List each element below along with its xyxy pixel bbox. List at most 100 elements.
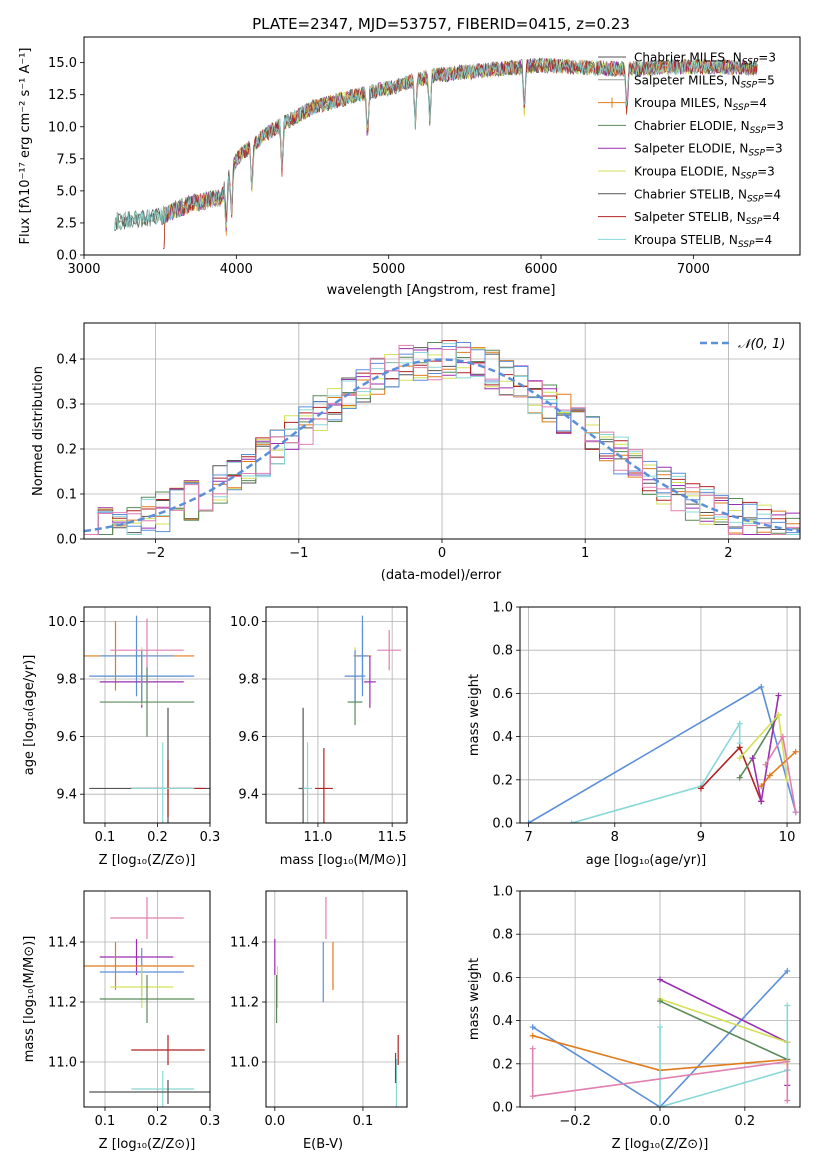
residuals-ylabel: Normed distribution xyxy=(31,366,46,496)
legend-sub: SSP xyxy=(733,103,750,113)
mass-vs-ebv-xlabel: E(B-V) xyxy=(303,1137,343,1152)
residuals-xlabel: (data-model)/error xyxy=(381,568,502,583)
plot-clip xyxy=(114,56,758,249)
weight-marker xyxy=(758,783,765,790)
weight-marker xyxy=(529,1045,536,1052)
x-tick-label: 7 xyxy=(524,830,532,845)
x-tick-label: 0.2 xyxy=(147,830,168,845)
y-tick-label: 11.2 xyxy=(48,996,77,1011)
x-tick-label: 0.0 xyxy=(264,1114,285,1129)
weight-line-7 xyxy=(531,1048,789,1101)
weight-marker xyxy=(525,820,532,823)
y-tick-label: 0.0 xyxy=(492,817,513,832)
weight-marker xyxy=(758,798,765,805)
spectrum-line-7 xyxy=(114,58,758,231)
weight-line-1 xyxy=(528,685,797,823)
mass-vs-Z-plot: 0.1 0.2 0.3 11.0 11.2 11.4 xyxy=(48,890,220,1129)
weight-vs-age-plot: 7 8 9 10 0.0 0.2 0.4 0.6 0.8 1.0 xyxy=(492,601,801,845)
mass-vs-Z-ylabel: mass [log₁₀(M/M⊙)] xyxy=(22,936,37,1063)
x-tick-label: 7000 xyxy=(677,262,710,277)
legend-sub: SSP xyxy=(748,149,765,159)
spectrum-ylabel: Flux [fλ10⁻¹⁷ erg cm⁻² s⁻¹ A⁻¹] xyxy=(18,48,33,245)
y-tick-label: 11.4 xyxy=(48,936,77,951)
legend-n: =4 xyxy=(762,210,780,224)
age-vs-mass-plot: 11.0 11.5 9.4 9.6 9.8 10.0 xyxy=(230,606,408,845)
axes-frame xyxy=(83,322,801,540)
weight-marker xyxy=(657,998,663,1005)
weight-marker xyxy=(775,712,782,718)
age-vs-mass-xlabel: mass [log₁₀(M/M⊙)] xyxy=(280,853,407,868)
weight-marker xyxy=(792,809,799,816)
age-vs-Z-xlabel: Z [log₁₀(Z/Z⊙)] xyxy=(99,853,196,868)
weight-marker xyxy=(784,967,791,974)
y-tick-label: 0.6 xyxy=(492,971,513,986)
legend-sub: SSP xyxy=(741,80,758,90)
weight-marker xyxy=(758,683,765,690)
weight-marker xyxy=(784,776,791,783)
legend-label-7: Chabrier STELIB, NSSP=4 xyxy=(634,187,781,204)
gauss-legend-label: 𝒩(0, 1) xyxy=(738,337,785,352)
y-tick-label: 0.8 xyxy=(492,644,513,659)
x-tick-label: −2 xyxy=(146,546,165,561)
x-tick-label: 0.0 xyxy=(650,1114,671,1129)
x-tick-label: 1 xyxy=(581,546,589,561)
y-tick-label: 15.0 xyxy=(48,56,77,71)
legend-sub: SSP xyxy=(742,58,759,68)
x-tick-label: 4000 xyxy=(220,262,253,277)
legend-label-6: Kroupa ELODIE, NSSP=3 xyxy=(634,165,775,182)
plot-clip xyxy=(84,897,210,1107)
y-tick-label: 11.0 xyxy=(230,1056,259,1071)
weight-marker xyxy=(657,976,663,983)
x-tick-label: 11.5 xyxy=(378,830,407,845)
legend-n: =3 xyxy=(766,119,784,133)
hist-series-9 xyxy=(84,344,800,535)
y-tick-label: 12.5 xyxy=(48,88,77,103)
x-tick-label: 11.0 xyxy=(303,830,332,845)
legend-label-4: Chabrier ELODIE, NSSP=3 xyxy=(634,119,784,136)
axes-frame xyxy=(83,890,211,1108)
legend-label-8: Salpeter STELIB, NSSP=4 xyxy=(634,210,780,227)
legend-sub: SSP xyxy=(747,194,764,204)
legend-label-3: Kroupa MILES, NSSP=4 xyxy=(634,96,767,113)
y-tick-label: 5.0 xyxy=(56,184,77,199)
weight-line-4 xyxy=(739,714,780,779)
y-tick-label: 9.4 xyxy=(56,788,77,803)
weight-marker xyxy=(736,744,743,751)
y-tick-label: 11.2 xyxy=(230,996,259,1011)
weight-marker xyxy=(784,1058,791,1065)
y-tick-label: 10.0 xyxy=(230,615,259,630)
residuals-legend: 𝒩(0, 1) xyxy=(700,337,785,352)
x-tick-label: −1 xyxy=(289,546,308,561)
x-tick-label: 3000 xyxy=(67,262,100,277)
plot-clip xyxy=(298,615,402,823)
x-tick-label: 6000 xyxy=(524,262,557,277)
x-tick-label: 5000 xyxy=(372,262,405,277)
y-tick-label: 11.0 xyxy=(48,1056,77,1071)
gauss-curve xyxy=(84,358,800,533)
legend-sub: SSP xyxy=(750,126,767,136)
legend-n: =4 xyxy=(749,96,767,110)
spectrum-line-9 xyxy=(114,57,758,231)
y-tick-label: 0.8 xyxy=(492,928,513,943)
legend-sub: SSP xyxy=(738,240,755,250)
legend-n: =4 xyxy=(754,233,772,247)
legend-n: =5 xyxy=(757,73,775,87)
x-tick-label: −0.2 xyxy=(559,1114,591,1129)
weight-marker xyxy=(568,820,575,823)
y-tick-label: 2.5 xyxy=(56,216,77,231)
y-tick-label: 1.0 xyxy=(492,601,513,616)
x-tick-label: 0.1 xyxy=(95,830,116,845)
legend-sub: SSP xyxy=(741,172,758,182)
legend-label-1: Chabrier MILES, NSSP=3 xyxy=(634,51,776,68)
plot-clip xyxy=(529,967,791,1107)
weight-vs-Z-ylabel: mass weight xyxy=(467,958,482,1040)
x-tick-label: 9 xyxy=(697,830,705,845)
y-tick-label: 0.4 xyxy=(492,1014,513,1029)
weight-line-2 xyxy=(571,720,741,823)
legend-n: =3 xyxy=(757,165,775,179)
weight-line-6 xyxy=(659,1005,789,1107)
x-tick-label: 8 xyxy=(611,830,619,845)
x-tick-label: 0.1 xyxy=(353,1114,374,1129)
weight-marker xyxy=(779,733,786,740)
y-tick-label: 10.0 xyxy=(48,615,77,630)
